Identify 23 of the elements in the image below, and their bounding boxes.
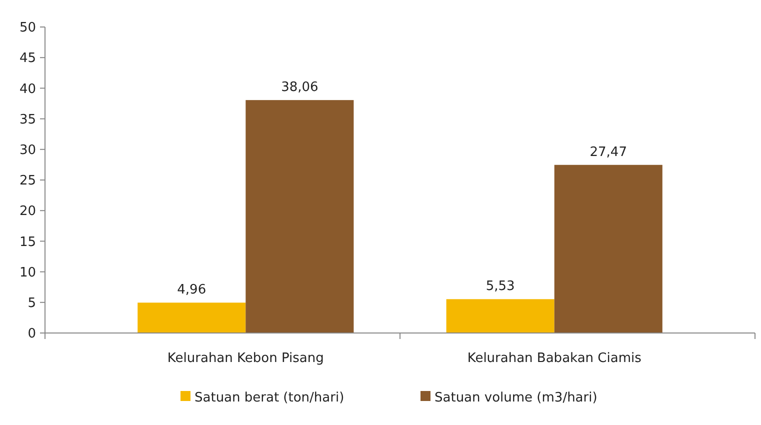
x-tick-label: Kelurahan Kebon Pisang: [167, 351, 324, 366]
y-tick-label: 50: [19, 20, 36, 36]
y-tick-label: 0: [28, 326, 36, 342]
bar: [446, 299, 554, 333]
x-tick-label: Kelurahan Babakan Ciamis: [467, 351, 642, 366]
y-tick-label: 45: [19, 51, 36, 66]
y-tick-label: 30: [19, 142, 36, 158]
y-tick-label: 35: [19, 112, 36, 128]
data-label: 38,06: [281, 80, 318, 96]
legend-label: Satuan berat (ton/hari): [194, 390, 344, 406]
data-label: 4,96: [177, 282, 206, 298]
bar: [554, 164, 662, 333]
y-tick-label: 40: [19, 82, 36, 97]
data-label: 5,53: [486, 279, 515, 294]
y-tick-label: 15: [19, 234, 36, 250]
y-tick-label: 5: [28, 296, 36, 311]
data-label: 27,47: [590, 144, 627, 160]
legend-label: Satuan volume (m3/hari): [434, 390, 598, 406]
bar: [138, 302, 246, 333]
y-tick-label: 25: [19, 174, 36, 189]
y-tick-label: 20: [19, 204, 36, 220]
y-tick-label: 10: [19, 265, 36, 280]
bar: [246, 100, 354, 333]
